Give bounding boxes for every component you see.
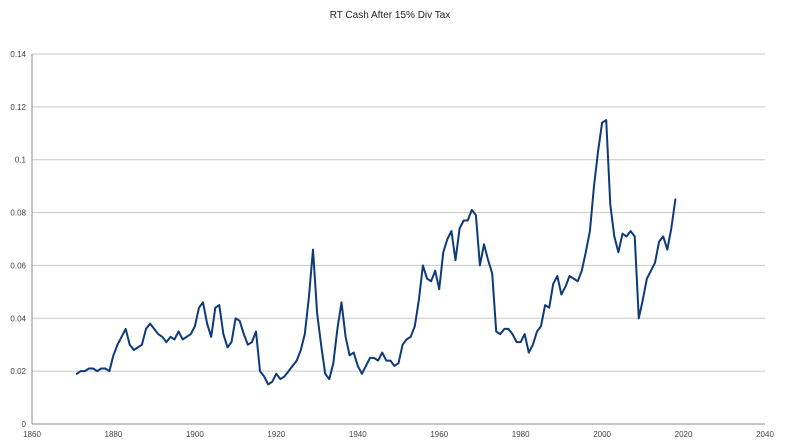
x-tick-label: 1900 bbox=[186, 430, 204, 439]
x-tick-label: 1880 bbox=[105, 430, 123, 439]
y-tick-label: 0 bbox=[22, 420, 27, 429]
y-tick-label: 0.1 bbox=[15, 156, 27, 165]
y-tick-label: 0.04 bbox=[10, 314, 26, 323]
chart-title: RT Cash After 15% Div Tax bbox=[330, 10, 451, 21]
x-tick-label: 1980 bbox=[512, 430, 530, 439]
x-axis-tick-labels: 1860 1880 1900 1920 1940 1960 1980 2000 2020 2040 bbox=[23, 430, 774, 439]
x-tick-label: 2040 bbox=[756, 430, 774, 439]
x-tick-label: 2020 bbox=[675, 430, 693, 439]
series-line bbox=[75, 119, 677, 386]
y-tick-label: 0.14 bbox=[10, 50, 26, 59]
axes bbox=[31, 54, 765, 425]
y-tick-label: 0.02 bbox=[10, 367, 26, 376]
x-tick-label: 1960 bbox=[430, 430, 448, 439]
x-tick-label: 1940 bbox=[349, 430, 367, 439]
x-tick-label: 1860 bbox=[23, 430, 41, 439]
gridlines bbox=[32, 53, 765, 372]
x-tick-label: 1920 bbox=[267, 430, 285, 439]
y-tick-label: 0.08 bbox=[10, 209, 26, 218]
y-tick-label: 0.12 bbox=[10, 103, 26, 112]
plot-area bbox=[75, 119, 677, 386]
y-axis-tick-labels: 0 0.02 0.04 0.06 0.08 0.1 0.12 0.14 bbox=[10, 50, 26, 429]
x-tick-label: 2000 bbox=[593, 430, 611, 439]
y-tick-label: 0.06 bbox=[10, 261, 26, 270]
